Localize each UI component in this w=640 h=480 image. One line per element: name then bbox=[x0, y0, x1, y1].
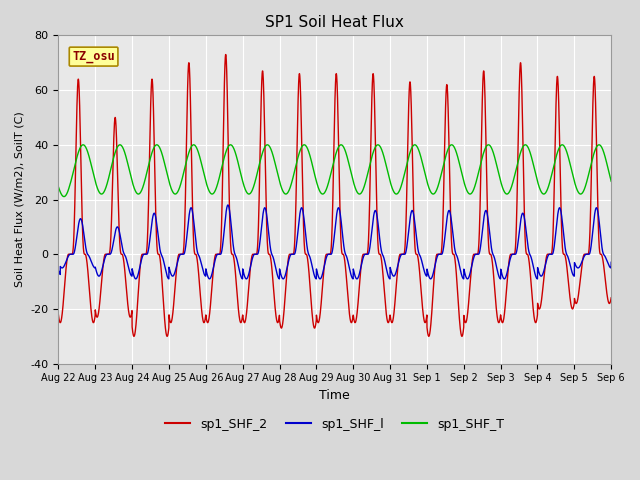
Line: sp1_SHF_l: sp1_SHF_l bbox=[58, 205, 611, 279]
sp1_SHF_l bbox=[607, 265, 614, 271]
sp1_SHF_2 bbox=[314, 320, 322, 325]
sp1_SHF_2 bbox=[607, 298, 614, 303]
sp1_SHF_2 bbox=[459, 331, 467, 337]
sp1_SHF_l bbox=[314, 273, 322, 279]
sp1_SHF_T bbox=[607, 177, 614, 182]
sp1_SHF_l bbox=[500, 276, 508, 282]
X-axis label: Time: Time bbox=[319, 389, 350, 402]
Y-axis label: Soil Heat Flux (W/m2), SoilT (C): Soil Heat Flux (W/m2), SoilT (C) bbox=[15, 112, 25, 288]
sp1_SHF_T bbox=[459, 174, 467, 180]
sp1_SHF_l bbox=[459, 275, 467, 281]
sp1_SHF_T bbox=[60, 194, 68, 200]
sp1_SHF_2 bbox=[54, 312, 62, 318]
sp1_SHF_2 bbox=[428, 304, 436, 310]
Legend: sp1_SHF_2, sp1_SHF_l, sp1_SHF_T: sp1_SHF_2, sp1_SHF_l, sp1_SHF_T bbox=[160, 413, 509, 436]
sp1_SHF_2 bbox=[222, 52, 230, 58]
sp1_SHF_2 bbox=[154, 251, 161, 256]
sp1_SHF_l bbox=[224, 202, 232, 208]
sp1_SHF_l bbox=[154, 229, 161, 235]
sp1_SHF_2 bbox=[458, 334, 466, 339]
Text: TZ_osu: TZ_osu bbox=[72, 50, 115, 63]
Line: sp1_SHF_2: sp1_SHF_2 bbox=[58, 55, 611, 336]
sp1_SHF_2 bbox=[490, 280, 498, 286]
sp1_SHF_2 bbox=[607, 295, 615, 300]
sp1_SHF_T bbox=[490, 152, 498, 158]
sp1_SHF_T bbox=[595, 142, 603, 148]
Title: SP1 Soil Heat Flux: SP1 Soil Heat Flux bbox=[266, 15, 404, 30]
sp1_SHF_l bbox=[428, 274, 436, 280]
sp1_SHF_T bbox=[607, 179, 615, 184]
sp1_SHF_l bbox=[490, 254, 498, 260]
sp1_SHF_T bbox=[314, 184, 322, 190]
sp1_SHF_T bbox=[428, 191, 436, 196]
sp1_SHF_T bbox=[54, 184, 62, 190]
sp1_SHF_l bbox=[54, 268, 62, 274]
sp1_SHF_l bbox=[607, 259, 615, 265]
sp1_SHF_T bbox=[154, 142, 162, 148]
Line: sp1_SHF_T: sp1_SHF_T bbox=[58, 145, 611, 197]
